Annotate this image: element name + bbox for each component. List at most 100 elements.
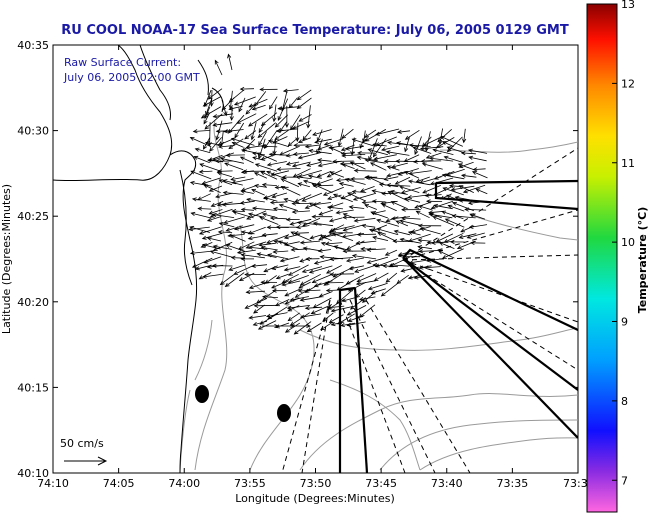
current-vector-shaft: [262, 233, 278, 236]
current-vector-shaft: [418, 239, 431, 242]
current-vector-shaft: [204, 256, 222, 264]
current-vector-shaft: [354, 170, 377, 172]
current-vector-head: [240, 207, 246, 212]
current-vector-head: [194, 147, 200, 152]
current-vector-head: [407, 230, 413, 235]
current-vector-head: [342, 215, 347, 220]
current-vector-head: [438, 242, 444, 246]
current-vector-head: [189, 225, 195, 230]
current-vector-head: [229, 116, 234, 121]
current-vector-shaft: [367, 256, 389, 264]
current-vector-shaft: [194, 156, 210, 164]
current-vector-shaft: [431, 200, 454, 209]
current-vector-head: [415, 210, 421, 215]
current-vector-shaft: [213, 122, 233, 126]
current-vector-head: [202, 102, 208, 107]
map-layer: [53, 45, 578, 473]
current-vector-shaft: [314, 280, 333, 287]
current-vector-shaft: [318, 160, 342, 167]
coastline: [53, 45, 224, 473]
current-vector-shaft: [438, 250, 455, 259]
current-vector-shaft: [193, 130, 211, 132]
current-vector-head: [303, 179, 308, 184]
current-vector-shaft: [300, 273, 321, 286]
current-vector-head: [267, 253, 272, 258]
current-vector-shaft: [269, 96, 278, 110]
current-vector-shaft: [262, 184, 277, 186]
current-vector-head: [372, 142, 377, 147]
current-vector-head: [280, 186, 286, 190]
current-vector-head: [426, 240, 432, 245]
current-vector-shaft: [201, 106, 222, 119]
current-vector-shaft: [288, 312, 300, 321]
current-vector-shaft: [273, 208, 288, 211]
current-vector-shaft: [397, 130, 411, 133]
current-vector-head: [417, 245, 423, 250]
current-vector-head: [280, 178, 286, 183]
current-vector-shaft: [299, 114, 312, 122]
current-vector-head: [316, 137, 321, 143]
current-vector-shaft: [429, 157, 454, 162]
current-vector-head: [266, 162, 272, 167]
current-vector-shaft: [307, 322, 322, 332]
current-vector-head: [458, 185, 464, 190]
current-vector-head: [443, 155, 449, 160]
current-vector-shaft: [312, 273, 333, 283]
current-vector-head: [426, 258, 432, 263]
current-vector-shaft: [230, 234, 246, 242]
current-vector-shaft: [213, 241, 233, 251]
current-vector-head: [412, 146, 418, 151]
current-vector-head: [240, 253, 246, 258]
current-vector-head: [433, 203, 439, 209]
current-vector-shaft: [319, 291, 333, 297]
current-vector-shaft: [317, 159, 332, 162]
current-vector-head: [386, 183, 391, 188]
current-vector-shaft: [472, 171, 488, 179]
current-vector-head: [383, 176, 389, 181]
current-vector-shaft: [249, 315, 267, 319]
scale-arrow: [64, 456, 108, 466]
current-vector-shaft: [278, 240, 299, 250]
current-vector-shaft: [312, 202, 332, 206]
current-vector-shaft: [302, 217, 321, 227]
current-vector-head: [299, 240, 305, 245]
current-vector-head: [254, 163, 260, 168]
current-vector-shaft: [396, 142, 420, 148]
current-vector-shaft: [297, 89, 312, 101]
current-vector-head: [356, 155, 362, 160]
current-vector-head: [281, 282, 287, 287]
current-vector-head: [308, 148, 314, 154]
current-vector-head: [372, 235, 377, 240]
current-vector-head: [299, 314, 305, 319]
current-vector-head: [287, 142, 293, 147]
x-tick-label: 74:05: [103, 477, 135, 490]
current-vector-shaft: [233, 211, 254, 219]
current-vector-shaft: [419, 249, 444, 252]
current-vector-head: [468, 155, 474, 160]
current-vector-shaft: [306, 161, 322, 167]
current-vector-shaft: [461, 174, 477, 178]
current-vector-shaft: [300, 313, 322, 318]
current-vector-shaft: [284, 198, 301, 204]
current-vector-head: [227, 233, 233, 238]
current-vector-shaft: [271, 280, 290, 289]
current-vector-head: [298, 284, 304, 289]
current-vector-head: [313, 283, 319, 288]
current-vector-shaft: [458, 163, 476, 171]
current-vector-shaft: [468, 200, 488, 204]
current-vector-head: [253, 309, 258, 314]
current-vector-shaft: [333, 194, 353, 203]
current-vector-head: [418, 265, 424, 270]
current-vector-head: [430, 205, 436, 210]
current-vector-shaft: [203, 184, 221, 193]
current-vector-head: [461, 173, 466, 178]
current-vector-shaft: [298, 137, 312, 143]
current-vector-head: [317, 248, 323, 253]
current-vector-head: [387, 191, 393, 195]
current-vector-shaft: [259, 216, 279, 225]
current-vector-shaft: [392, 162, 408, 168]
current-vector-head: [197, 206, 203, 211]
current-vector-shaft: [330, 171, 345, 178]
current-vector-head: [272, 207, 278, 212]
current-vector-head: [399, 237, 405, 242]
